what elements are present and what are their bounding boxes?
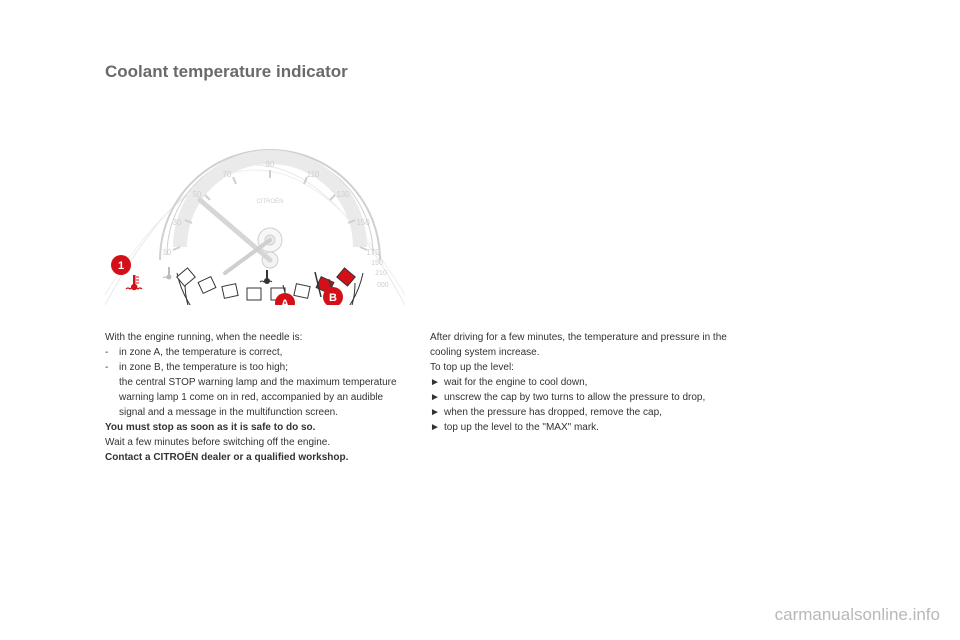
left-item-2b: the central STOP warning lamp and the ma… [119, 375, 405, 420]
bullet-dash: - [105, 345, 119, 360]
right-item-1-text: wait for the engine to cool down, [444, 375, 730, 390]
bullet-dash: - [105, 360, 119, 375]
tick-150: 150 [356, 218, 370, 227]
right-item-2: ► unscrew the cap by two turns to allow … [430, 390, 730, 405]
tick-30: 30 [173, 218, 182, 227]
page: Coolant temperature indicator 10 30 50 7… [0, 0, 960, 640]
bullet-arrow-icon: ► [430, 405, 444, 420]
right-intro: After driving for a few minutes, the tem… [430, 330, 730, 360]
svg-text:1: 1 [118, 260, 124, 272]
right-column: After driving for a few minutes, the tem… [430, 330, 730, 435]
gauge-end: 000 [377, 282, 389, 289]
tick-110: 110 [307, 170, 320, 179]
bullet-arrow-icon: ► [430, 390, 444, 405]
right-item-2-text: unscrew the cap by two turns to allow th… [444, 390, 730, 405]
watermark: carmanualsonline.info [775, 605, 940, 625]
tick-70: 70 [223, 170, 232, 179]
gauge-svg: 10 30 50 70 90 110 130 150 170 190 210 [105, 105, 405, 305]
tick-170: 170 [366, 248, 380, 257]
gauge-figure: 10 30 50 70 90 110 130 150 170 190 210 [105, 105, 405, 305]
tick-130: 130 [336, 190, 350, 199]
left-item-2: - in zone B, the temperature is too high… [105, 360, 405, 375]
tick-10: 10 [163, 248, 172, 257]
left-contact: Contact a CITROËN dealer or a qualified … [105, 450, 405, 465]
section-heading: Coolant temperature indicator [105, 62, 348, 82]
tick-190: 190 [371, 260, 383, 267]
right-item-3: ► when the pressure has dropped, remove … [430, 405, 730, 420]
right-item-4-text: top up the level to the "MAX" mark. [444, 420, 730, 435]
tick-90: 90 [266, 160, 275, 169]
left-wait: Wait a few minutes before switching off … [105, 435, 405, 450]
tick-210: 210 [375, 270, 387, 277]
right-item-1: ► wait for the engine to cool down, [430, 375, 730, 390]
callout-1: 1 [111, 255, 131, 275]
left-item-2-text: in zone B, the temperature is too high; [119, 360, 405, 375]
left-intro: With the engine running, when the needle… [105, 330, 405, 345]
right-item-3-text: when the pressure has dropped, remove th… [444, 405, 730, 420]
left-stop-warning: You must stop as soon as it is safe to d… [105, 420, 405, 435]
left-column: With the engine running, when the needle… [105, 330, 405, 465]
svg-text:B: B [329, 292, 337, 304]
bullet-arrow-icon: ► [430, 420, 444, 435]
gauge-brand: CITROËN [257, 198, 284, 205]
svg-text:A: A [281, 298, 289, 305]
left-item-1-text: in zone A, the temperature is correct, [119, 345, 405, 360]
right-item-4: ► top up the level to the "MAX" mark. [430, 420, 730, 435]
right-lead: To top up the level: [430, 360, 730, 375]
left-item-1: - in zone A, the temperature is correct, [105, 345, 405, 360]
bullet-arrow-icon: ► [430, 375, 444, 390]
